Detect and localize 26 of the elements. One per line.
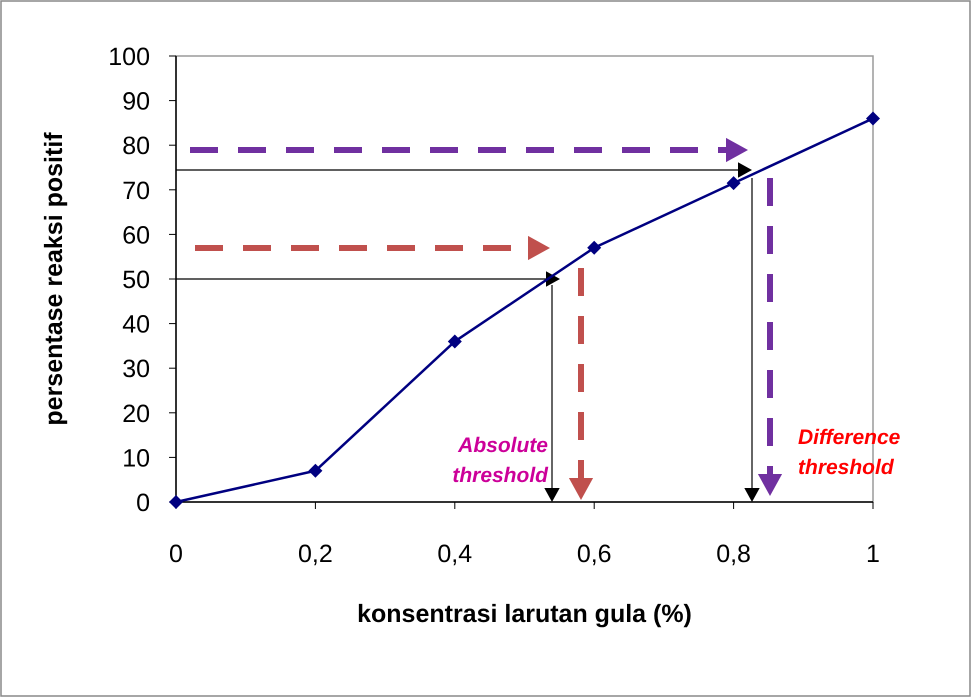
y-tick-label: 0 xyxy=(136,489,150,517)
y-tick-label: 100 xyxy=(108,43,150,71)
x-tick-label: 0,8 xyxy=(716,540,751,568)
x-tick-label: 1 xyxy=(866,540,880,568)
y-tick-label: 60 xyxy=(122,221,150,250)
point xyxy=(448,334,462,348)
y-tick-label: 40 xyxy=(122,310,150,339)
point xyxy=(587,240,602,255)
x-axis-title: konsentrasi larutan gula (%) xyxy=(357,600,692,628)
y-tick-label: 30 xyxy=(122,355,150,384)
point xyxy=(726,176,741,190)
point xyxy=(866,111,880,126)
annotation: Difference threshold xyxy=(798,426,901,479)
x-tick-label: 0,2 xyxy=(298,540,333,568)
y-tick-label: 90 xyxy=(122,88,150,116)
y-tick-label: 80 xyxy=(122,132,150,160)
y-tick-label: 20 xyxy=(122,400,150,428)
y-tick-label: 50 xyxy=(122,266,150,294)
y-tick-label: 70 xyxy=(122,176,150,205)
x-tick-label: 0,4 xyxy=(437,540,472,568)
x-tick-label: 0,6 xyxy=(576,540,612,568)
y-axis-title: persentase reaksi positif xyxy=(40,132,68,426)
annotation: Absolute threshold xyxy=(452,434,550,487)
y-tick-label: 10 xyxy=(122,444,150,472)
x-tick-label: 0 xyxy=(169,540,183,568)
point xyxy=(308,464,322,478)
